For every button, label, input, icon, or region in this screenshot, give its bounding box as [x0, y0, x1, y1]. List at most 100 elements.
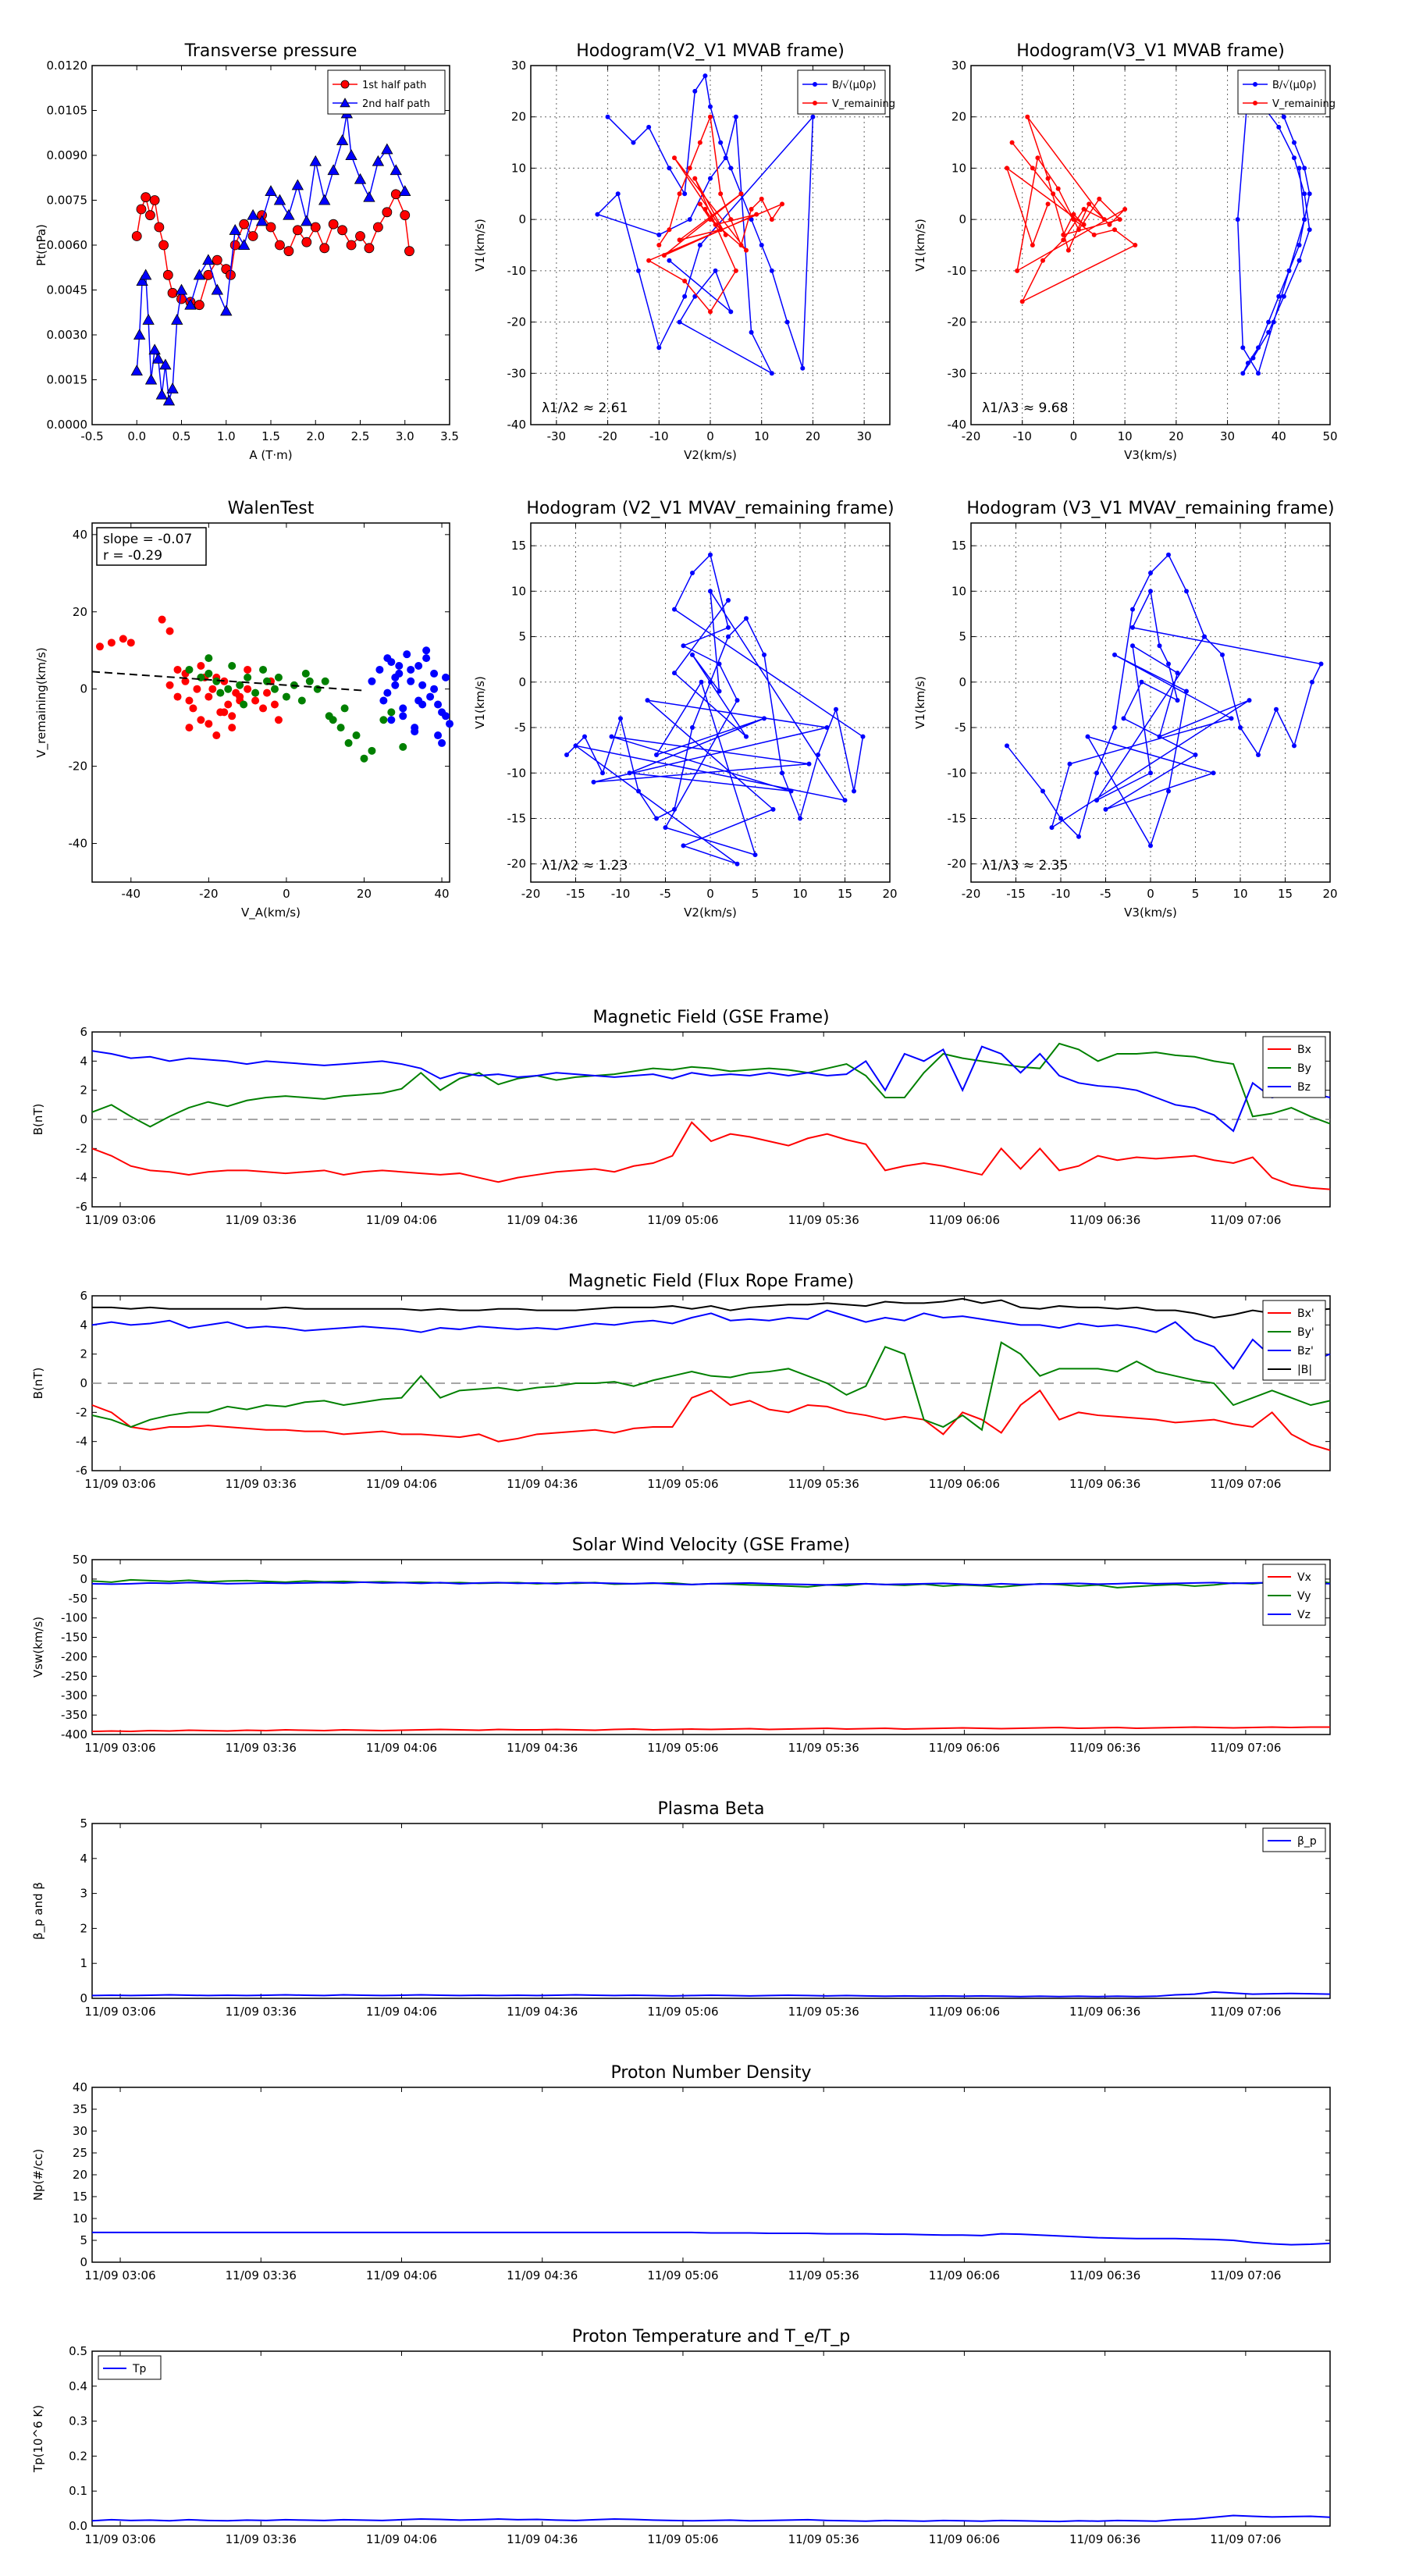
data-point	[309, 155, 322, 166]
data-point	[430, 685, 439, 693]
x-tick-label: 11/09 06:36	[1069, 1213, 1140, 1227]
data-point	[379, 696, 388, 705]
data-point	[229, 240, 240, 251]
data-point	[1318, 661, 1324, 667]
y-tick-label: -6	[76, 1464, 87, 1478]
legend: Bx By Bz	[1262, 1036, 1326, 1098]
data-point	[744, 616, 749, 621]
x-tick-label: -20	[962, 887, 981, 901]
data-point	[682, 279, 688, 283]
stats-box	[96, 527, 207, 566]
legend-label: |B|	[1297, 1364, 1312, 1376]
y-tick-label: 15	[951, 539, 966, 553]
x-tick-label: 11/09 06:36	[1069, 2532, 1140, 2546]
y-axis-label: Vsw(km/s)	[31, 1617, 45, 1678]
data-point	[197, 662, 205, 671]
data-point	[1220, 652, 1225, 657]
legend: 1st half path 2nd half path	[327, 69, 446, 115]
chart-title: Proton Number Density	[611, 2063, 812, 2083]
x-tick-label: 11/09 06:36	[1069, 2268, 1140, 2282]
data-point	[656, 232, 662, 237]
data-point	[165, 627, 174, 635]
data-point	[414, 662, 423, 671]
data-point	[726, 597, 731, 603]
data-point	[636, 788, 641, 794]
data-point	[368, 746, 376, 755]
y-tick-label: 20	[951, 110, 966, 124]
x-tick-label: -20	[598, 429, 617, 443]
data-point	[251, 688, 260, 697]
chart-title: Magnetic Field (Flux Rope Frame)	[568, 1272, 854, 1291]
x-tick-label: 11/09 07:06	[1210, 1477, 1281, 1491]
series-0	[1235, 73, 1312, 376]
data-point	[1139, 679, 1144, 685]
data-point	[1133, 243, 1138, 247]
data-point	[205, 720, 213, 728]
legend-label: B/√(μ0ρ)	[1272, 80, 1317, 91]
y-tick-label: -300	[61, 1688, 87, 1703]
chart-title: Magnetic Field (GSE Frame)	[592, 1008, 829, 1027]
data-point	[232, 688, 240, 697]
data-point	[754, 212, 759, 217]
data-point	[236, 681, 244, 689]
legend-label: Bx'	[1297, 1308, 1314, 1320]
y-tick-label: 40	[73, 528, 87, 542]
data-point	[806, 761, 812, 767]
data-point	[1076, 834, 1081, 839]
x-tick-label: -10	[611, 887, 631, 901]
data-point	[672, 806, 677, 812]
data-point	[784, 319, 790, 325]
data-point	[270, 700, 279, 709]
data-point	[274, 673, 283, 681]
data-point	[1005, 743, 1009, 749]
y-tick-label: -40	[948, 418, 967, 432]
x-tick-label: 11/09 04:06	[366, 2532, 437, 2546]
data-point	[244, 673, 252, 681]
data-point	[1101, 217, 1107, 222]
y-tick-label: 4	[80, 1852, 87, 1866]
data-point	[240, 700, 248, 709]
x-tick-label: 0	[1147, 887, 1154, 901]
data-point	[744, 247, 749, 253]
x-tick-label: -5	[660, 887, 671, 901]
data-point	[717, 688, 722, 694]
x-tick-label: 11/09 03:06	[84, 2005, 155, 2019]
data-point	[1045, 176, 1051, 181]
data-point	[407, 665, 415, 674]
y-tick-label: 0.0075	[47, 194, 88, 208]
y-tick-label: 15	[73, 2190, 87, 2204]
fit-line	[91, 671, 365, 692]
data-point	[340, 704, 349, 713]
data-point	[1238, 725, 1243, 731]
x-tick-label: 0.5	[173, 429, 191, 443]
y-tick-label: 2	[80, 1347, 87, 1361]
data-point	[723, 155, 728, 161]
data-point	[382, 207, 393, 218]
data-point	[399, 712, 407, 720]
data-point	[1030, 243, 1035, 247]
data-point	[605, 114, 610, 119]
data-point	[244, 665, 252, 674]
legend-label: B/√(μ0ρ)	[832, 80, 877, 91]
data-point	[1184, 688, 1189, 694]
stats-text: r = -0.29	[103, 548, 162, 564]
data-point	[411, 728, 419, 736]
legend: Bx' By' Bz' |B|	[1262, 1300, 1326, 1381]
series-line-β_p	[91, 1991, 1331, 1998]
data-point	[1281, 114, 1286, 119]
data-point	[301, 215, 313, 226]
y-tick-label: -350	[61, 1708, 87, 1722]
x-tick-label: 11/09 05:06	[647, 1741, 718, 1755]
data-point	[800, 365, 806, 371]
data-point	[1302, 165, 1307, 171]
x-tick-label: 50	[1322, 429, 1337, 443]
data-point	[816, 752, 820, 757]
data-point	[155, 388, 168, 400]
plot-frame	[91, 65, 450, 425]
data-point	[140, 269, 152, 280]
data-point	[762, 716, 767, 721]
data-point	[247, 231, 258, 241]
x-tick-label: 11/09 06:36	[1069, 1741, 1140, 1755]
data-point	[1121, 716, 1126, 721]
data-point	[387, 708, 396, 717]
